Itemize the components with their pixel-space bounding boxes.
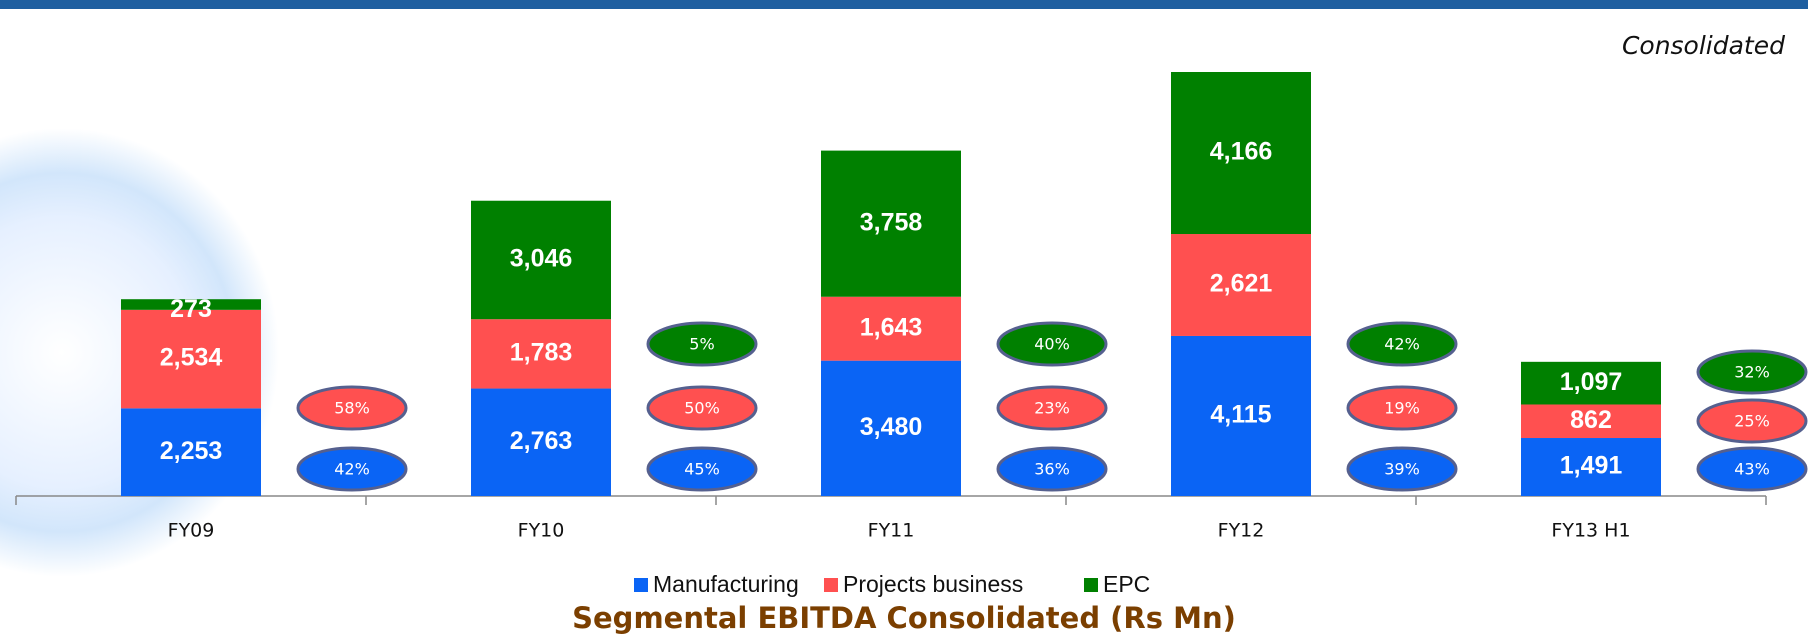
share-badge	[646, 321, 758, 367]
bar-segment	[821, 360, 961, 496]
bar-segment	[1171, 72, 1311, 235]
data-label: 2,763	[510, 427, 573, 455]
share-badge	[296, 385, 408, 431]
share-label: 39%	[1384, 460, 1420, 479]
data-label: 2,534	[160, 344, 223, 372]
share-badge	[1696, 446, 1808, 492]
data-label: 2,621	[1210, 270, 1273, 298]
bar-segment	[471, 388, 611, 496]
bar-segment	[1171, 335, 1311, 496]
share-badge	[996, 446, 1108, 492]
share-label: 5%	[689, 335, 714, 354]
x-tick-label: FY11	[868, 520, 915, 542]
share-label: 40%	[1034, 335, 1070, 354]
x-tick-label: FY12	[1218, 520, 1265, 542]
data-label: 862	[1570, 406, 1612, 434]
share-label: 42%	[334, 460, 370, 479]
bar-segment	[1521, 361, 1661, 405]
bar-segment	[121, 408, 261, 496]
share-badge	[1346, 385, 1458, 431]
bar-segment	[821, 150, 961, 297]
bar-segment	[121, 309, 261, 409]
data-label: 3,758	[860, 208, 923, 236]
share-label: 50%	[684, 399, 720, 418]
data-label: 1,097	[1560, 368, 1623, 396]
data-label: 2,253	[160, 437, 223, 465]
share-label: 23%	[1034, 399, 1070, 418]
share-label: 45%	[684, 460, 720, 479]
legend-swatch	[634, 578, 648, 592]
chart-title: Segmental EBITDA Consolidated (Rs Mn)	[572, 601, 1236, 635]
share-badge	[1346, 446, 1458, 492]
x-tick-label: FY10	[518, 520, 565, 542]
data-label: 1,783	[510, 338, 573, 366]
share-badge	[296, 446, 408, 492]
legend-swatch	[1084, 578, 1098, 592]
data-label: 273	[170, 295, 212, 323]
share-label: 58%	[334, 399, 370, 418]
bar-segment	[471, 200, 611, 320]
legend-label: Manufacturing	[653, 571, 799, 597]
x-tick-label: FY09	[168, 520, 215, 542]
share-badge	[1696, 349, 1808, 395]
data-label: 4,166	[1210, 138, 1273, 166]
share-label: 25%	[1734, 412, 1770, 431]
share-badge	[1346, 321, 1458, 367]
bar-segment	[471, 319, 611, 389]
bar-segment	[1521, 438, 1661, 496]
share-label: 42%	[1384, 335, 1420, 354]
share-label: 36%	[1034, 460, 1070, 479]
share-label: 19%	[1384, 399, 1420, 418]
legend-label: EPC	[1103, 571, 1150, 597]
data-label: 1,491	[1560, 452, 1623, 480]
bar-segment	[121, 299, 261, 310]
legend-swatch	[824, 578, 838, 592]
share-badge	[996, 385, 1108, 431]
data-label: 1,643	[860, 313, 923, 341]
share-badge	[1696, 398, 1808, 444]
bar-segment	[1521, 404, 1661, 439]
legend-label: Projects business	[843, 571, 1023, 597]
share-badge	[646, 446, 758, 492]
share-badge	[996, 321, 1108, 367]
subtitle: Consolidated	[1622, 31, 1785, 60]
data-label: 4,115	[1210, 401, 1271, 429]
share-label: 43%	[1734, 460, 1770, 479]
share-label: 32%	[1734, 363, 1770, 382]
bar-segment	[1171, 234, 1311, 336]
x-tick-label: FY13 H1	[1551, 520, 1630, 542]
share-badge	[646, 385, 758, 431]
bar-segment	[821, 296, 961, 361]
data-label: 3,480	[860, 413, 923, 441]
header-bar	[0, 0, 1808, 9]
data-label: 3,046	[510, 245, 573, 273]
